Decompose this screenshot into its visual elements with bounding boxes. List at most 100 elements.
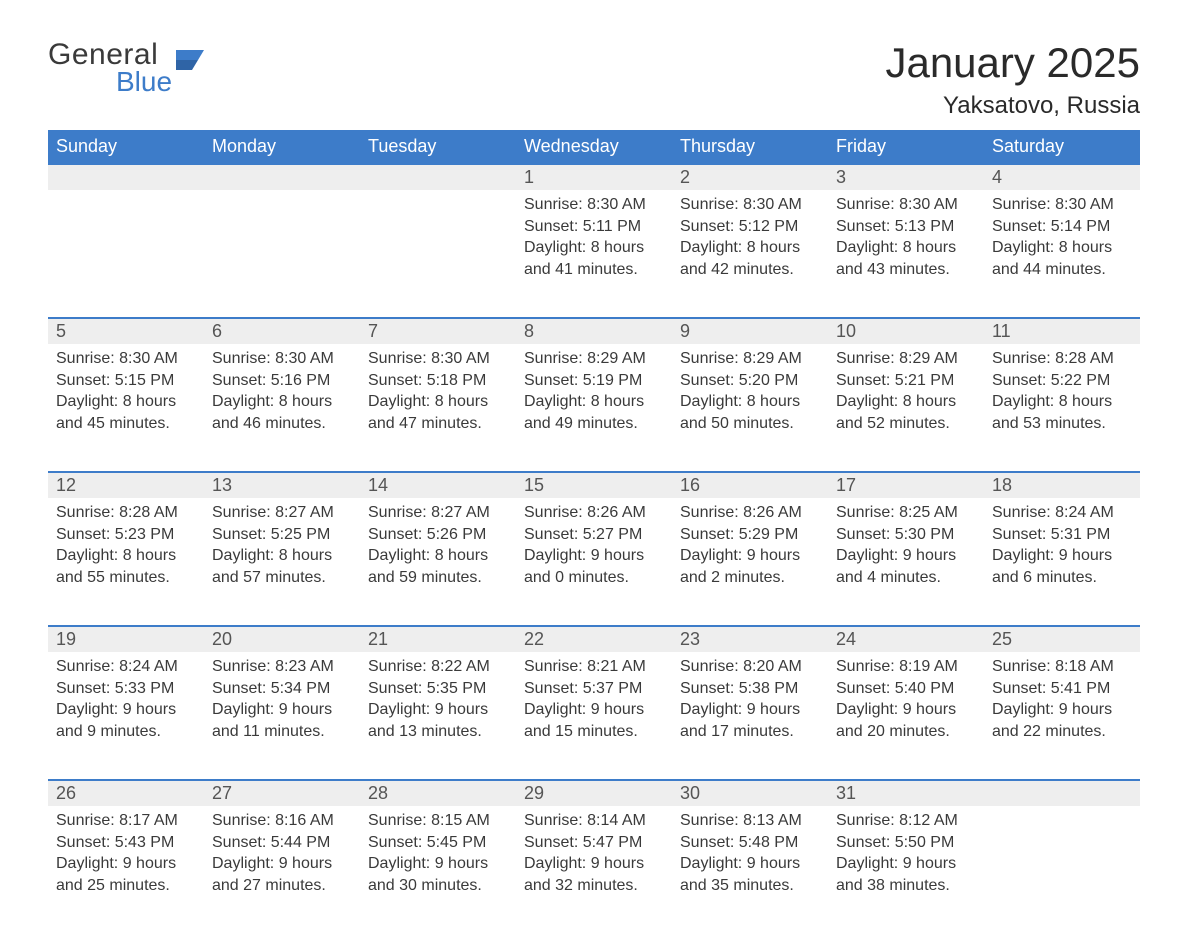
weekday-header: Sunday xyxy=(48,130,204,164)
daylight-line-1: Daylight: 9 hours xyxy=(836,853,976,875)
day-number-cell xyxy=(48,164,204,190)
daylight-line-2: and 4 minutes. xyxy=(836,567,976,589)
day-number-cell: 27 xyxy=(204,780,360,806)
day-content-cell: Sunrise: 8:28 AMSunset: 5:23 PMDaylight:… xyxy=(48,498,204,626)
daylight-line-1: Daylight: 8 hours xyxy=(212,545,352,567)
day-number-cell: 20 xyxy=(204,626,360,652)
daylight-line-2: and 9 minutes. xyxy=(56,721,196,743)
daylight-line-1: Daylight: 9 hours xyxy=(524,699,664,721)
weekday-header: Friday xyxy=(828,130,984,164)
day-content-cell: Sunrise: 8:25 AMSunset: 5:30 PMDaylight:… xyxy=(828,498,984,626)
day-number-cell: 28 xyxy=(360,780,516,806)
day-content-cell: Sunrise: 8:27 AMSunset: 5:25 PMDaylight:… xyxy=(204,498,360,626)
sunrise-line: Sunrise: 8:30 AM xyxy=(836,194,976,216)
day-content-row: Sunrise: 8:28 AMSunset: 5:23 PMDaylight:… xyxy=(48,498,1140,626)
weekday-header: Saturday xyxy=(984,130,1140,164)
sunset-line: Sunset: 5:43 PM xyxy=(56,832,196,854)
daylight-line-2: and 17 minutes. xyxy=(680,721,820,743)
day-number-cell: 31 xyxy=(828,780,984,806)
sunrise-line: Sunrise: 8:22 AM xyxy=(368,656,508,678)
day-number-cell: 6 xyxy=(204,318,360,344)
sunrise-line: Sunrise: 8:19 AM xyxy=(836,656,976,678)
sunrise-line: Sunrise: 8:30 AM xyxy=(212,348,352,370)
sunrise-line: Sunrise: 8:30 AM xyxy=(992,194,1132,216)
sunset-line: Sunset: 5:26 PM xyxy=(368,524,508,546)
sunset-line: Sunset: 5:41 PM xyxy=(992,678,1132,700)
day-number-row: 262728293031 xyxy=(48,780,1140,806)
day-number-row: 12131415161718 xyxy=(48,472,1140,498)
day-number-cell: 17 xyxy=(828,472,984,498)
day-content-row: Sunrise: 8:17 AMSunset: 5:43 PMDaylight:… xyxy=(48,806,1140,934)
sunset-line: Sunset: 5:34 PM xyxy=(212,678,352,700)
day-content-cell: Sunrise: 8:17 AMSunset: 5:43 PMDaylight:… xyxy=(48,806,204,934)
daylight-line-2: and 46 minutes. xyxy=(212,413,352,435)
day-content-cell: Sunrise: 8:30 AMSunset: 5:15 PMDaylight:… xyxy=(48,344,204,472)
day-content-cell: Sunrise: 8:22 AMSunset: 5:35 PMDaylight:… xyxy=(360,652,516,780)
day-content-cell: Sunrise: 8:24 AMSunset: 5:33 PMDaylight:… xyxy=(48,652,204,780)
daylight-line-2: and 44 minutes. xyxy=(992,259,1132,281)
weekday-header: Monday xyxy=(204,130,360,164)
daylight-line-1: Daylight: 8 hours xyxy=(680,237,820,259)
sunrise-line: Sunrise: 8:18 AM xyxy=(992,656,1132,678)
day-content-cell: Sunrise: 8:29 AMSunset: 5:20 PMDaylight:… xyxy=(672,344,828,472)
sunrise-line: Sunrise: 8:12 AM xyxy=(836,810,976,832)
day-content-cell: Sunrise: 8:30 AMSunset: 5:13 PMDaylight:… xyxy=(828,190,984,318)
daylight-line-2: and 55 minutes. xyxy=(56,567,196,589)
daylight-line-1: Daylight: 8 hours xyxy=(680,391,820,413)
sunset-line: Sunset: 5:45 PM xyxy=(368,832,508,854)
day-content-cell: Sunrise: 8:29 AMSunset: 5:19 PMDaylight:… xyxy=(516,344,672,472)
daylight-line-2: and 15 minutes. xyxy=(524,721,664,743)
day-number-cell: 4 xyxy=(984,164,1140,190)
sunset-line: Sunset: 5:48 PM xyxy=(680,832,820,854)
daylight-line-1: Daylight: 8 hours xyxy=(836,237,976,259)
day-number-cell xyxy=(984,780,1140,806)
daylight-line-2: and 0 minutes. xyxy=(524,567,664,589)
sunrise-line: Sunrise: 8:30 AM xyxy=(680,194,820,216)
day-content-cell xyxy=(360,190,516,318)
daylight-line-2: and 53 minutes. xyxy=(992,413,1132,435)
weekday-header: Thursday xyxy=(672,130,828,164)
sunset-line: Sunset: 5:29 PM xyxy=(680,524,820,546)
daylight-line-2: and 57 minutes. xyxy=(212,567,352,589)
sunrise-line: Sunrise: 8:29 AM xyxy=(680,348,820,370)
day-number-cell: 18 xyxy=(984,472,1140,498)
sunset-line: Sunset: 5:23 PM xyxy=(56,524,196,546)
brand-logo: General Blue xyxy=(48,40,216,96)
daylight-line-2: and 49 minutes. xyxy=(524,413,664,435)
day-content-cell: Sunrise: 8:21 AMSunset: 5:37 PMDaylight:… xyxy=(516,652,672,780)
day-content-cell: Sunrise: 8:14 AMSunset: 5:47 PMDaylight:… xyxy=(516,806,672,934)
day-content-cell: Sunrise: 8:16 AMSunset: 5:44 PMDaylight:… xyxy=(204,806,360,934)
sunset-line: Sunset: 5:47 PM xyxy=(524,832,664,854)
sunrise-line: Sunrise: 8:30 AM xyxy=(56,348,196,370)
sunset-line: Sunset: 5:13 PM xyxy=(836,216,976,238)
day-number-row: 567891011 xyxy=(48,318,1140,344)
day-number-cell: 14 xyxy=(360,472,516,498)
day-number-cell: 16 xyxy=(672,472,828,498)
sunrise-line: Sunrise: 8:26 AM xyxy=(524,502,664,524)
day-content-cell: Sunrise: 8:20 AMSunset: 5:38 PMDaylight:… xyxy=(672,652,828,780)
sunrise-line: Sunrise: 8:28 AM xyxy=(56,502,196,524)
sunset-line: Sunset: 5:16 PM xyxy=(212,370,352,392)
daylight-line-2: and 59 minutes. xyxy=(368,567,508,589)
day-content-row: Sunrise: 8:24 AMSunset: 5:33 PMDaylight:… xyxy=(48,652,1140,780)
day-content-cell: Sunrise: 8:13 AMSunset: 5:48 PMDaylight:… xyxy=(672,806,828,934)
daylight-line-2: and 47 minutes. xyxy=(368,413,508,435)
sunset-line: Sunset: 5:21 PM xyxy=(836,370,976,392)
day-number-cell: 23 xyxy=(672,626,828,652)
location-label: Yaksatovo, Russia xyxy=(885,92,1140,120)
daylight-line-1: Daylight: 8 hours xyxy=(992,391,1132,413)
daylight-line-1: Daylight: 8 hours xyxy=(56,545,196,567)
day-number-cell xyxy=(204,164,360,190)
daylight-line-2: and 41 minutes. xyxy=(524,259,664,281)
day-number-cell: 25 xyxy=(984,626,1140,652)
daylight-line-1: Daylight: 9 hours xyxy=(992,545,1132,567)
day-number-cell: 9 xyxy=(672,318,828,344)
day-number-cell: 19 xyxy=(48,626,204,652)
daylight-line-2: and 22 minutes. xyxy=(992,721,1132,743)
day-number-cell: 1 xyxy=(516,164,672,190)
day-number-cell: 24 xyxy=(828,626,984,652)
day-content-row: Sunrise: 8:30 AMSunset: 5:11 PMDaylight:… xyxy=(48,190,1140,318)
day-content-cell: Sunrise: 8:26 AMSunset: 5:29 PMDaylight:… xyxy=(672,498,828,626)
daylight-line-2: and 25 minutes. xyxy=(56,875,196,897)
weekday-header-row: Sunday Monday Tuesday Wednesday Thursday… xyxy=(48,130,1140,164)
